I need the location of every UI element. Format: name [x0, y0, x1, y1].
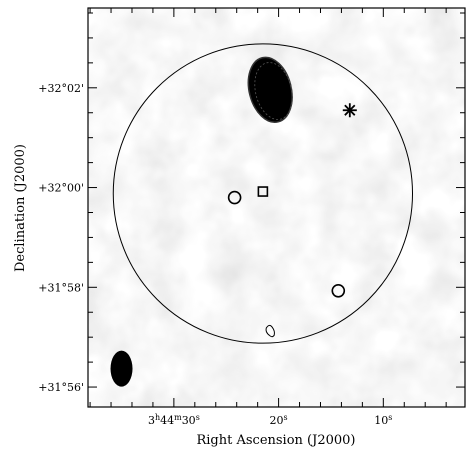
beam-ellipse: [110, 350, 133, 387]
x-tick-label-2: 10s: [374, 413, 392, 427]
open-circle-marker-1: [227, 190, 242, 205]
x-tick-label-0: 3h44m30s: [148, 413, 200, 427]
weak-contour: [265, 324, 275, 338]
asterisk-stroke: [344, 104, 356, 116]
y-axis-title: Declination (J2000): [13, 144, 28, 272]
x-axis-title: Right Ascension (J2000): [196, 433, 355, 448]
source-contour-filled: [247, 56, 293, 123]
data-layer: [110, 43, 414, 387]
plot-frame: [87, 7, 466, 408]
open-circle-marker-2: [331, 283, 346, 298]
tick-layer: [88, 8, 465, 407]
y-tick-label-3: +32°02': [38, 82, 84, 95]
y-tick-label-1: +31°58': [38, 281, 84, 294]
x-tick-label-1: 20s: [270, 413, 288, 427]
y-tick-label-0: +31°56': [38, 381, 84, 394]
source-contour-outline: [254, 62, 293, 120]
square-marker: [257, 186, 269, 197]
y-tick-label-2: +32°00': [38, 182, 84, 195]
field-circle: [112, 43, 414, 344]
asterisk-marker: [342, 103, 357, 118]
